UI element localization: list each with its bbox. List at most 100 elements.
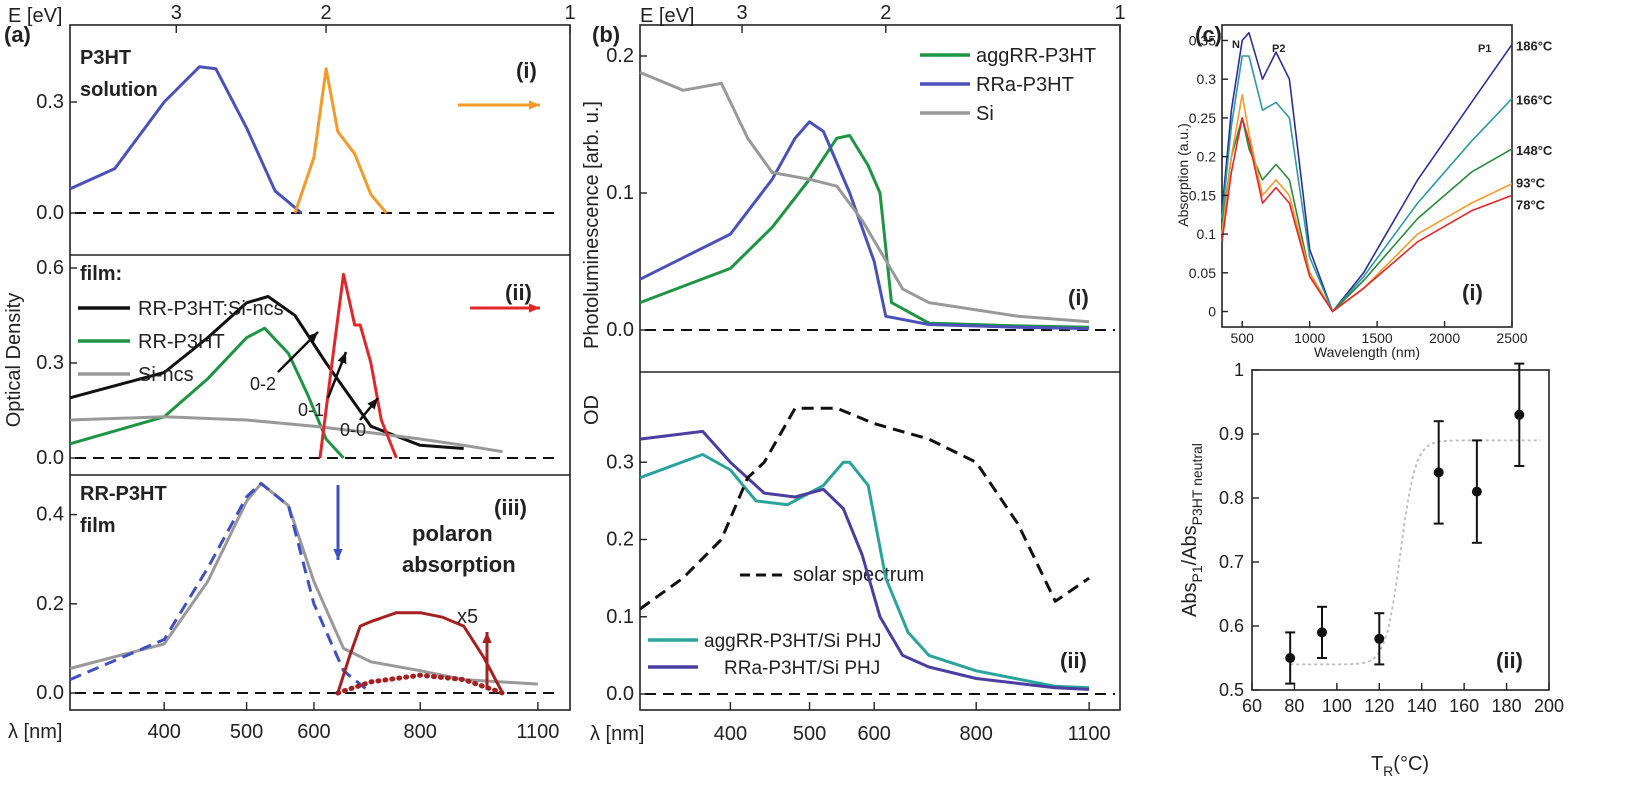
panel-a-frame [69,24,571,711]
panel-a-top-axis-label: E [eV] [8,5,62,27]
c1-xtick-label: 2500 [1496,330,1527,346]
a3-xtick-label: 600 [297,721,330,743]
c1-ytick-label: 0.05 [1189,265,1216,281]
a3-ytick-label: 0.0 [36,682,64,704]
c1-series-label: 166°C [1516,93,1553,108]
b2-ytick-label: 0.3 [606,451,634,473]
a3-subpanel-label: (iii) [494,495,527,520]
c1-subpanel-label: (i) [1462,280,1483,305]
c2-subpanel-label: (ii) [1496,648,1523,673]
b1-legend-label: Si [976,103,994,125]
panel-a-label: (a) [4,22,31,47]
a1-series-emission [293,67,388,214]
b2-subpanel-label: (ii) [1060,648,1087,673]
a2-annotation-0-0: 0-0 [340,420,366,440]
c1-series-label: 78°C [1516,197,1546,212]
a2-series-emission [318,272,398,459]
a1-label-line1: P3HT [80,47,131,69]
a3-polaron-label-2: absorption [402,552,516,577]
c2-xtick-label: 60 [1242,696,1262,716]
a3-xtick-label: 1100 [516,721,559,743]
a1-ytick-label: 0.0 [36,202,64,224]
a2-annotation-0-2: 0-2 [250,374,276,394]
c1-series-186-c [1221,31,1513,313]
b1-ytick-label: 0.2 [606,45,634,67]
a1-etick-label: 3 [171,2,182,24]
c2-ytick-label: 0.9 [1219,424,1244,444]
c1-xtick-label: 500 [1231,330,1255,346]
c2-ytick-label: 0.6 [1219,616,1244,636]
b2-ytick-label: 0.0 [606,683,634,705]
b2-series-rra-p3ht-si-phj [639,429,1090,691]
a2-legend-label: RR-P3HT:Si-ncs [138,298,284,320]
b2-xtick-label: 800 [960,723,993,745]
c2-ytick-label: 0.5 [1219,680,1244,700]
c2-data-point [1317,627,1328,638]
a3-series-neutral [69,481,538,686]
a3-series-polaron-x5 [336,611,504,694]
c1-ytick-label: 0.15 [1189,187,1216,203]
c2-data-point [1433,467,1444,478]
c1-series-93-c [1221,93,1513,313]
panel-a: E [eV] λ [nm] Optical Density P3HT solut… [3,2,576,743]
a1-etick-label: 2 [320,2,331,24]
a1-series-absorption [69,65,303,215]
c1-xtick-label: 1500 [1362,330,1393,346]
a3-polaron-label-1: polaron [412,521,493,546]
a3-series-doped [69,481,372,695]
panel-b-pl-y-label: Photoluminescence [arb. u.] [581,101,603,349]
b2-ytick-label: 0.2 [606,529,634,551]
panel-b-label: (b) [592,22,620,47]
a2-series-si-ncs [69,415,503,454]
c2-ytick-label: 1 [1234,360,1244,380]
a2-ytick-label: 0.0 [36,447,64,469]
b1-ytick-label: 0.0 [606,319,634,341]
c1-series-label: 186°C [1516,38,1553,53]
c2-xtick-label: 200 [1534,696,1564,716]
c1-peak-P2: P2 [1272,43,1285,55]
a2-series-rr-p3ht [69,326,345,460]
b2-xtick-label: 1100 [1068,723,1111,745]
a3-series-polaron [335,672,506,696]
a2-annotation-arrow-2-head [337,352,347,364]
c2-ytick-label: 0.7 [1219,552,1244,572]
c1-xtick-label: 2000 [1429,330,1460,346]
c2-data-point [1285,653,1296,663]
b1-etick-label: 3 [736,2,747,24]
a3-label-line1: RR-P3HT [80,483,167,505]
c2-data-point [1374,633,1385,644]
panel-a-x-axis-label: λ [nm] [8,721,62,743]
c1-peak-P1: P1 [1478,43,1491,55]
b1-series-si [639,71,1090,324]
c2-frame [1251,369,1550,691]
c1-ytick-label: 0.1 [1197,226,1217,242]
b1-etick-label: 2 [880,2,891,24]
a2-annotation-arrow-1-head [306,332,318,344]
a3-x5-label: x5 [457,606,478,628]
c2-xtick-label: 160 [1449,696,1479,716]
panel-b-x-axis-label: λ [nm] [590,723,644,745]
c1-x-axis-label: Wavelength (nm) [1314,344,1420,360]
c2-y-axis-label: AbsP1/AbsP3HT neutral [1179,443,1205,617]
a1-ytick-label: 0.3 [36,91,64,113]
b2-xtick-label: 600 [857,723,890,745]
c2-xtick-label: 180 [1492,696,1522,716]
b1-legend-label: aggRR-P3HT [976,45,1096,67]
b2-legend-label: RRa-P3HT/Si PHJ [724,658,880,679]
c2-xtick-label: 120 [1364,696,1394,716]
b1-legend-label: RRa-P3HT [976,74,1074,96]
c1-series-label: 93°C [1516,176,1546,191]
b2-xtick-label: 500 [793,723,826,745]
a1-label-line2: solution [80,79,158,101]
b2-legend-label: aggRR-P3HT/Si PHJ [704,631,881,652]
panel-a-y-axis-label: Optical Density [3,293,25,428]
a3-xtick-label: 400 [147,721,180,743]
a3-polaron-arrow-head [482,632,492,644]
b2-solar-legend-label: solar spectrum [793,564,924,586]
c2-data-point [1514,409,1525,420]
a2-legend-label: RR-P3HT [138,331,225,353]
b2-xtick-label: 400 [714,723,747,745]
a2-subpanel-label: (ii) [505,280,532,305]
a3-ytick-label: 0.4 [36,504,64,526]
a3-ytick-label: 0.2 [36,593,64,615]
